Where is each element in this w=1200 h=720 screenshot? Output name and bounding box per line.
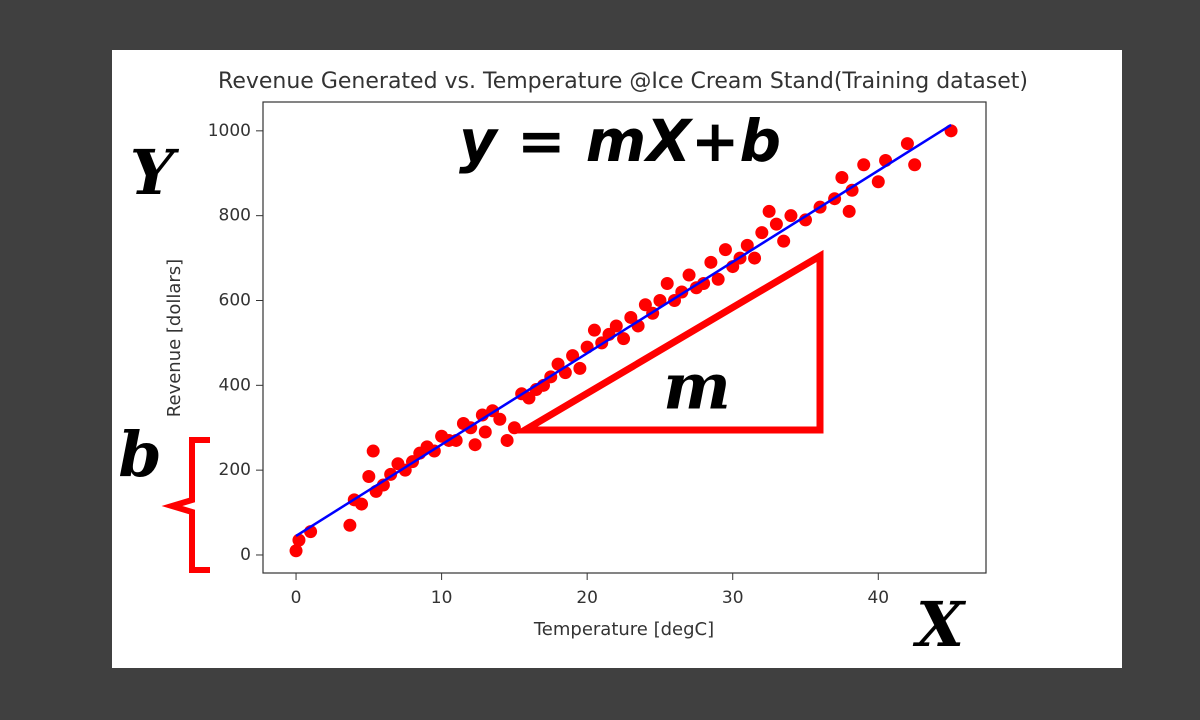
x-tick-label: 10 [431,588,453,608]
scatter-point [660,277,674,291]
plot-frame [262,101,987,574]
scatter-point [587,323,601,337]
scatter-point [468,438,482,452]
scatter-point [366,444,380,458]
chart-title: Revenue Generated vs. Temperature @Ice C… [218,69,1028,94]
equation: y = mX+b [459,107,781,175]
scatter-point [362,470,376,484]
panel [112,50,1122,668]
y-tick-label: 800 [219,206,251,226]
scatter-point [845,183,859,197]
scatter-point [908,158,922,172]
scatter-point [857,158,871,172]
scatter-point [289,544,303,558]
scatter-point [292,533,306,547]
x-tick-label: 30 [722,588,744,608]
scatter-point [478,425,492,439]
y-axis-label: Revenue [dollars] [164,259,185,417]
scatter-point [573,361,587,375]
b-symbol: b [118,418,161,491]
scatter-point [769,217,783,231]
x-tick-label: 40 [867,588,889,608]
y-symbol: Y [130,136,180,209]
x-tick-label: 0 [291,588,302,608]
scatter-point [343,518,357,532]
scatter-point [398,463,412,477]
y-tick-label: 400 [219,375,251,395]
scatter-point [748,251,762,265]
scatter-point [842,204,856,218]
scatter-point [704,255,718,269]
scatter-point [711,272,725,286]
scatter-point [355,497,369,511]
x-axis-label: Temperature [degC] [533,619,714,640]
intercept-bracket [161,437,210,573]
fit-line [295,123,952,537]
scatter-point [551,357,565,371]
scatter-point [624,310,638,324]
scatter-point [799,213,813,227]
scatter-point [755,226,769,240]
scatter-point [762,204,776,218]
y-tick-label: 600 [219,290,251,310]
scatter-point [522,391,536,405]
y-tick-label: 1000 [208,121,251,141]
scatter-point [777,234,791,248]
scatter-point [493,412,507,426]
y-tick-label: 0 [240,545,251,565]
scatter-point [740,238,754,252]
scatter-point [617,332,631,346]
slope-triangle [512,249,824,434]
scatter-point [653,293,667,307]
scatter-point [609,319,623,333]
slope-label: m [663,350,731,425]
y-tick-label: 200 [219,460,251,480]
scatter-point [900,137,914,151]
x-tick-label: 20 [576,588,598,608]
scatter-point [784,209,798,223]
x-symbol: X [912,588,967,661]
scatter-point [835,170,849,184]
scatter-point [871,175,885,189]
scatter-point [682,268,696,282]
scatter-point [697,277,711,291]
scatter-point [638,298,652,312]
scatter-point [718,243,732,257]
scatter-point [500,433,514,447]
